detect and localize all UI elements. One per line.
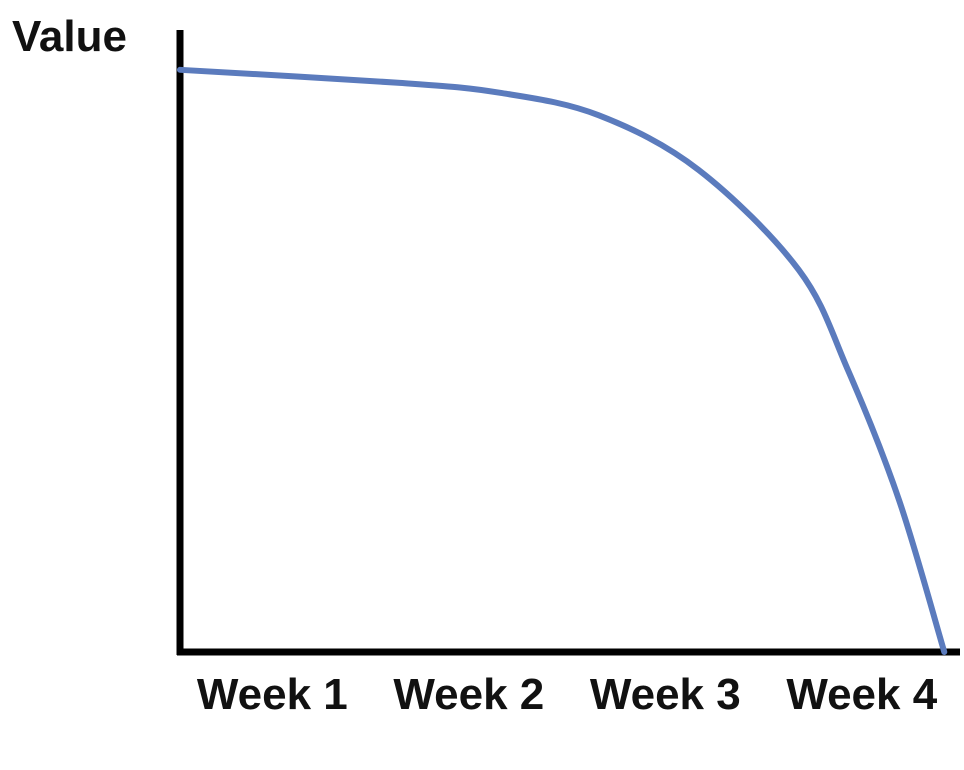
x-tick-label: Week 1 [196,670,348,719]
data-line [177,66,948,655]
y-axis-label: Value [12,12,127,61]
x-tick-label: Week 3 [589,670,741,719]
x-tick-label: Week 4 [786,670,938,719]
x-tick-label: Week 2 [393,670,545,719]
